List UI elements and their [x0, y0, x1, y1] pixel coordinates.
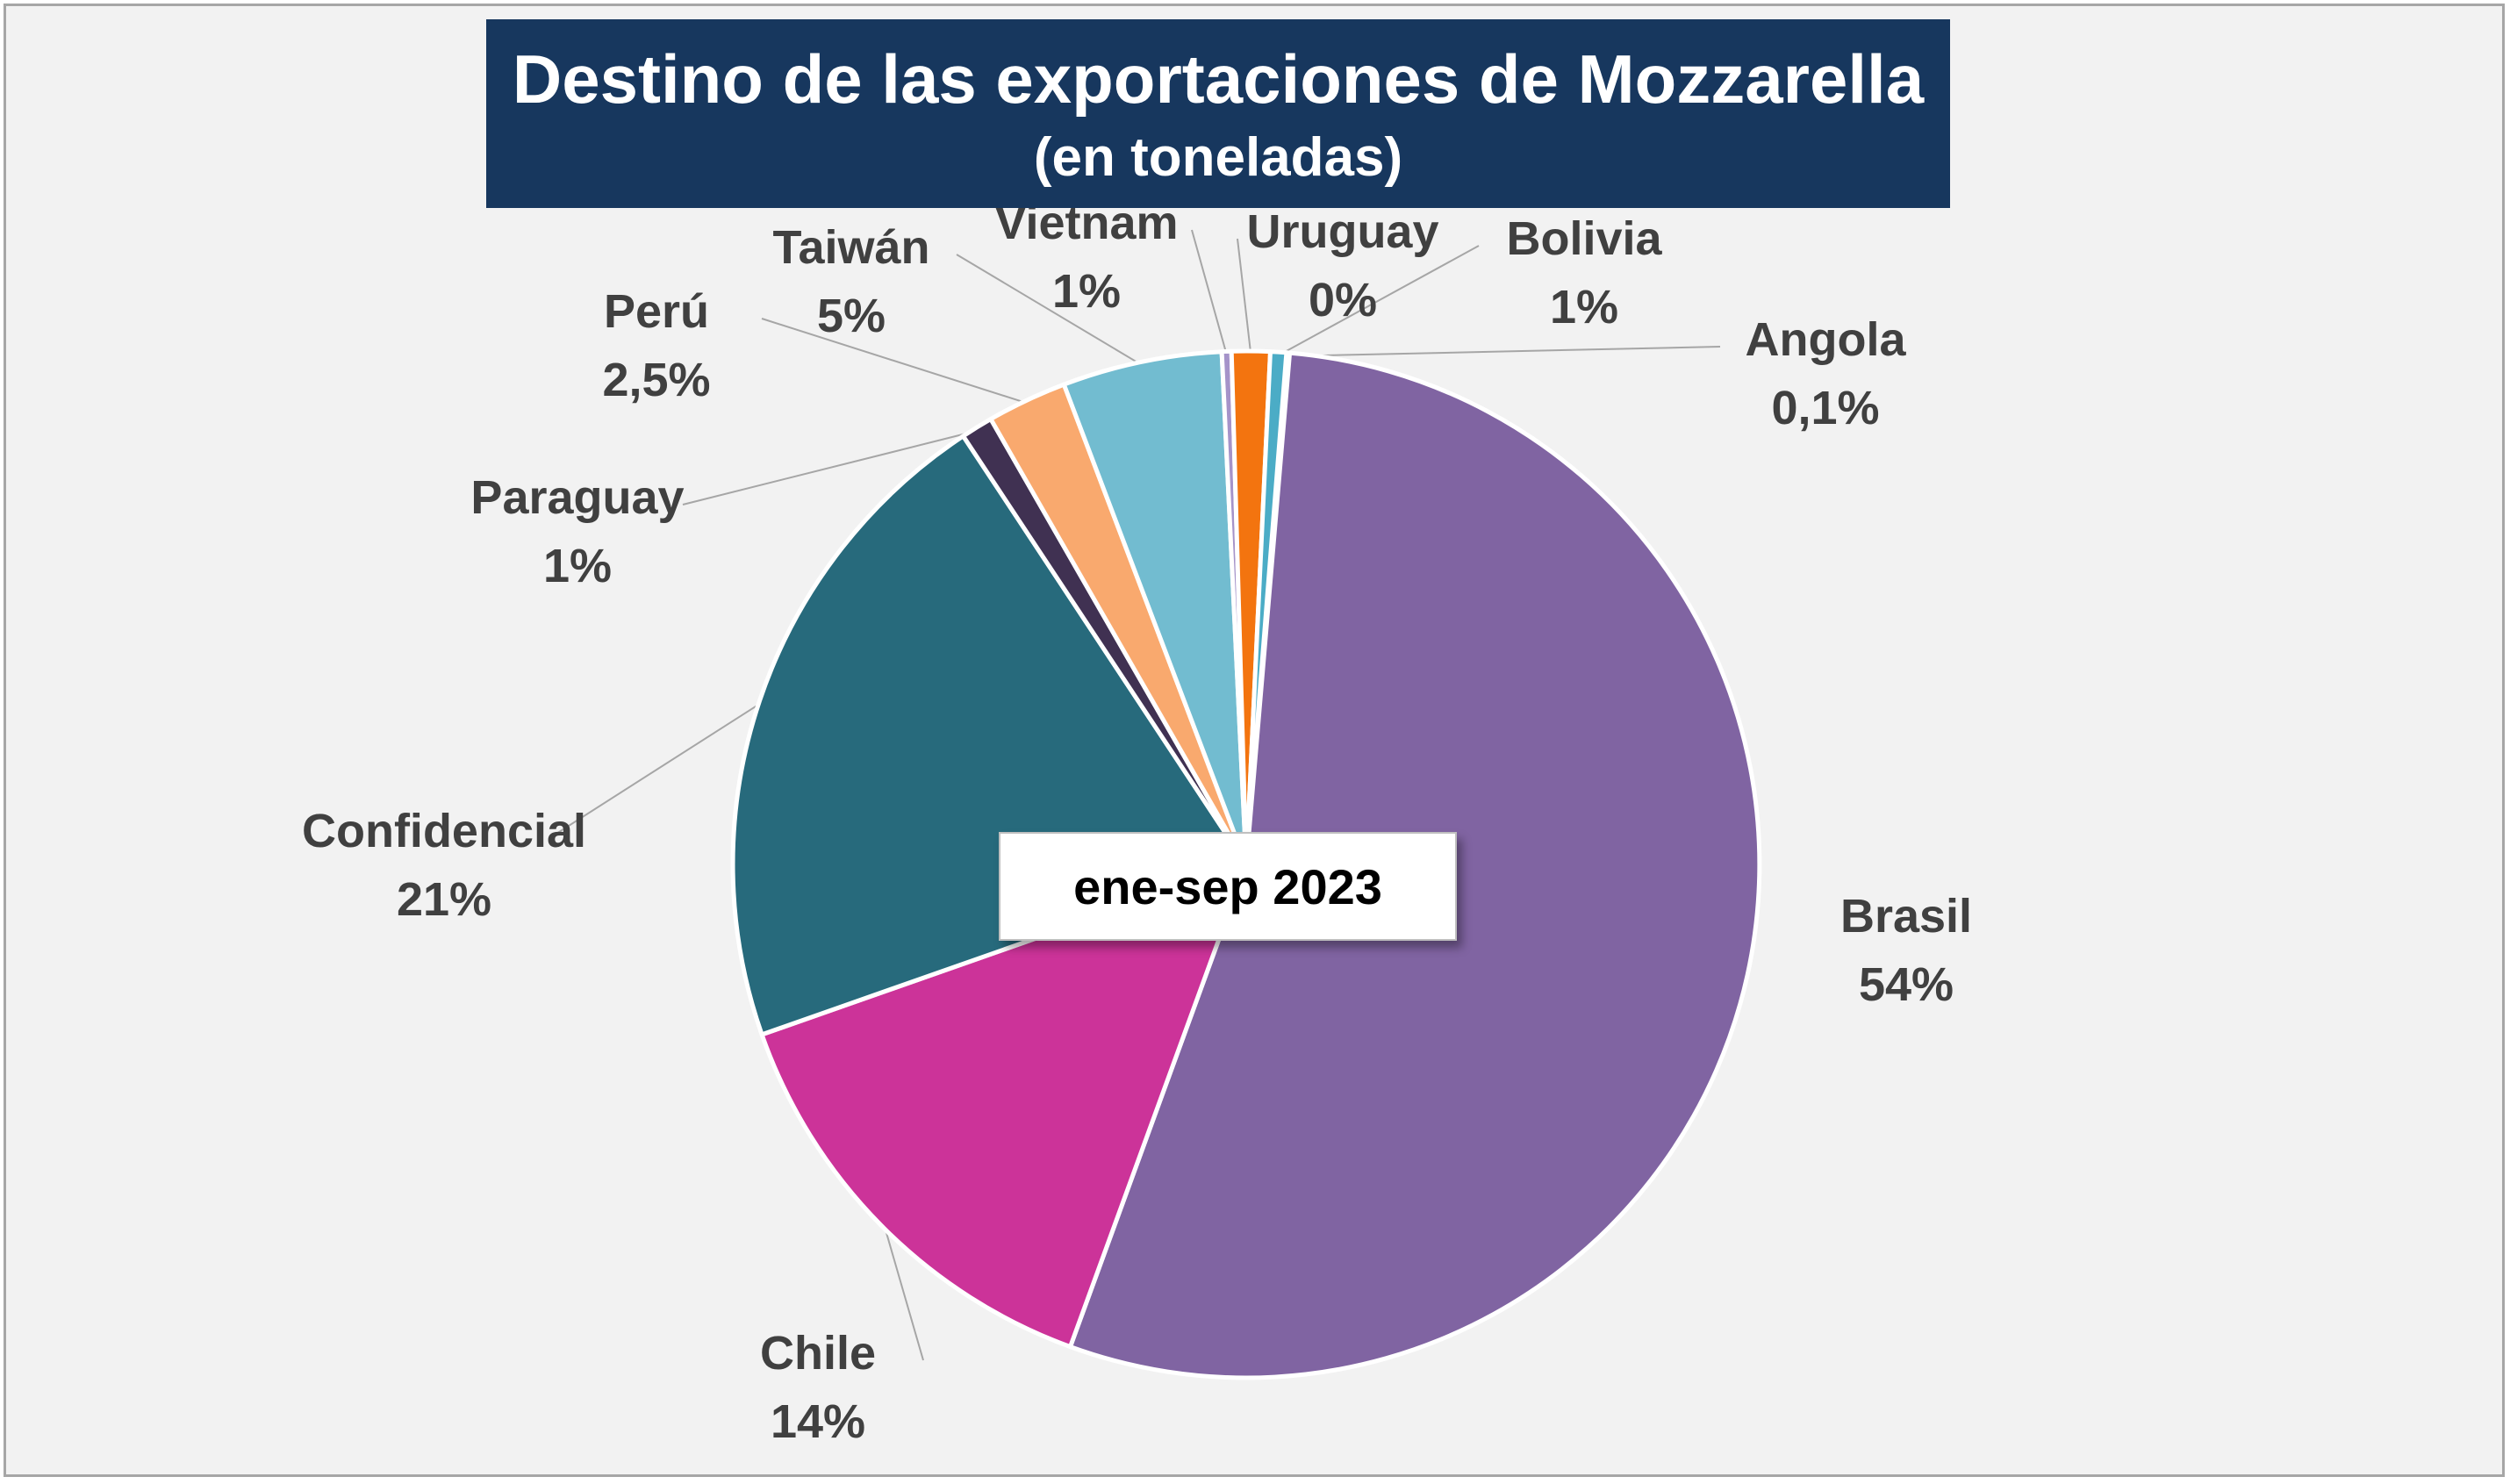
slice-labels: Angola 0,1% Brasil 54% Chile 14% Confidencial 2…	[302, 197, 1972, 1448]
slice-label-taiwan: Taiwán	[772, 221, 929, 274]
period-label-box: ene-sep 2023	[999, 832, 1457, 941]
slice-pct-uruguay: 0%	[1309, 274, 1377, 326]
slice-pct-vietnam: 1%	[1052, 265, 1121, 318]
period-label: ene-sep 2023	[1073, 858, 1382, 914]
leader-line-chile	[882, 1222, 924, 1361]
slice-pct-bolivia: 1%	[1550, 281, 1618, 333]
slice-pct-angola: 0,1%	[1771, 382, 1879, 434]
pie-slice-bolivia	[1244, 349, 1289, 867]
slice-label-chile: Chile	[760, 1327, 876, 1380]
slice-label-bolivia: Bolivia	[1506, 212, 1662, 265]
leader-lines	[549, 229, 1721, 1361]
slice-pct-brasil: 54%	[1859, 958, 1954, 1011]
leader-line-uruguay	[1237, 238, 1252, 355]
pie-slice-taiwan	[1061, 349, 1249, 867]
slice-pct-paraguay: 1%	[543, 540, 612, 592]
slice-pct-confidencial: 21%	[397, 873, 491, 926]
slice-label-paraguay: Paraguay	[470, 471, 684, 524]
leader-line-peru	[761, 318, 1029, 405]
slice-label-brasil: Brasil	[1840, 890, 1972, 943]
slice-pct-taiwan: 5%	[817, 290, 886, 342]
slice-label-uruguay: Uruguay	[1246, 205, 1438, 258]
leader-line-vietnam	[1191, 229, 1228, 355]
slice-pct-peru: 2,5%	[602, 354, 710, 406]
leader-line-angola	[1287, 346, 1721, 357]
pie-slice-chile	[759, 862, 1249, 1350]
leader-line-taiwan	[956, 254, 1144, 367]
slice-label-peru: Perú	[604, 285, 709, 338]
chart-subtitle: (en toneladas)	[1033, 127, 1403, 188]
slice-label-angola: Angola	[1746, 313, 1907, 366]
leader-line-confidencial	[549, 700, 764, 839]
leader-line-paraguay	[682, 429, 979, 505]
leader-line-bolivia	[1277, 245, 1480, 356]
slice-label-confidencial: Confidencial	[302, 805, 586, 857]
title-box: Destino de las exportaciones de Mozzarel…	[486, 19, 1950, 208]
slice-pct-chile: 14%	[771, 1395, 865, 1448]
chart-title: Destino de las exportaciones de Mozzarel…	[512, 40, 1925, 118]
